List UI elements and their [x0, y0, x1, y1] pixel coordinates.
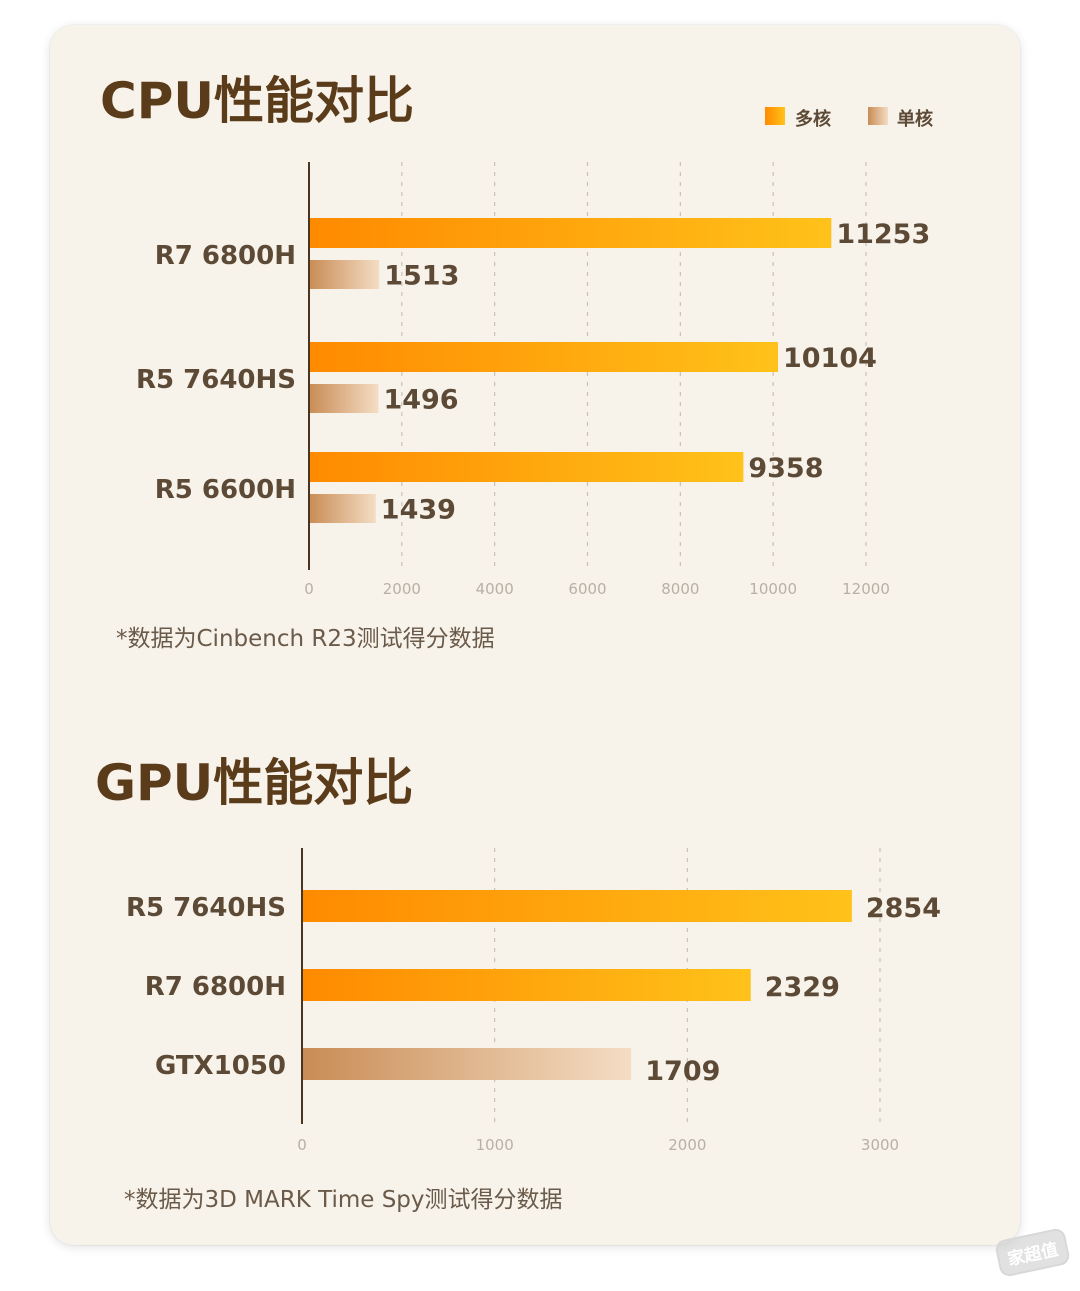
cpu-bar-r5-7640hs-multicore — [309, 342, 778, 372]
cpu-bar-r7-6800h-singlecore — [309, 260, 380, 289]
cpu-bar-r7-6800h-multicore — [309, 218, 832, 248]
cpu-bars: 11253 1513 R7 6800H 10104 1496 R5 7640HS 9358 1… — [136, 218, 930, 526]
gpu-bar-r5-7640hs — [302, 890, 852, 922]
gpu-tick-label-1000: 1000 — [476, 1136, 514, 1154]
legend-label-multicore: 多核 — [795, 108, 831, 130]
cpu-tick-label-12000: 12000 — [842, 580, 890, 598]
gpu-x-axis-ticks: 0 1000 2000 3000 — [297, 1136, 899, 1154]
cpu-tick-label-4000: 4000 — [476, 580, 514, 598]
legend-swatch-singlecore — [868, 107, 888, 125]
cpu-chart-title: CPU性能对比 — [100, 72, 414, 130]
cpu-tick-label-10000: 10000 — [749, 580, 797, 598]
gpu-value-label-r5-7640hs: 2854 — [866, 893, 941, 924]
gpu-tick-label-2000: 2000 — [668, 1136, 706, 1154]
cpu-legend: 多核 单核 — [765, 107, 933, 130]
legend-swatch-multicore — [765, 107, 785, 125]
cpu-x-axis-ticks: 0 2000 4000 6000 8000 10000 12000 — [304, 580, 890, 598]
gpu-tick-label-0: 0 — [297, 1136, 307, 1154]
cpu-tick-label-0: 0 — [304, 580, 314, 598]
cpu-category-label-r5-7640hs: R5 7640HS — [136, 365, 296, 395]
cpu-bar-r5-6600h-multicore — [309, 452, 744, 482]
cpu-bar-r5-6600h-singlecore — [309, 494, 376, 523]
gpu-bar-r7-6800h — [302, 969, 751, 1001]
gpu-tick-label-3000: 3000 — [861, 1136, 899, 1154]
legend-label-singlecore: 单核 — [897, 108, 933, 130]
cpu-value-label-r5-6600h-singlecore: 1439 — [381, 495, 456, 526]
cpu-value-label-r5-6600h-multicore: 9358 — [748, 453, 823, 484]
gpu-data-note: *数据为3D MARK Time Spy测试得分数据 — [124, 1187, 563, 1213]
gpu-category-label-r7-6800h: R7 6800H — [145, 972, 286, 1002]
cpu-tick-label-8000: 8000 — [661, 580, 699, 598]
gpu-category-label-r5-7640hs: R5 7640HS — [126, 893, 286, 923]
cpu-bar-r5-7640hs-singlecore — [309, 384, 379, 413]
gpu-value-label-gtx1050: 1709 — [645, 1056, 720, 1087]
cpu-category-label-r7-6800h: R7 6800H — [155, 241, 296, 271]
cpu-value-label-r5-7640hs-multicore: 10104 — [783, 343, 877, 374]
gpu-bars: 2854 R5 7640HS 2329 R7 6800H 1709 GTX1050 — [126, 890, 941, 1087]
cpu-tick-label-6000: 6000 — [568, 580, 606, 598]
gpu-chart-title: GPU性能对比 — [95, 754, 413, 812]
gpu-category-label-gtx1050: GTX1050 — [155, 1051, 286, 1081]
cpu-value-label-r7-6800h-singlecore: 1513 — [384, 261, 459, 292]
cpu-category-label-r5-6600h: R5 6600H — [155, 475, 296, 505]
cpu-tick-label-2000: 2000 — [383, 580, 421, 598]
cpu-value-label-r7-6800h-multicore: 11253 — [836, 219, 930, 250]
gpu-value-label-r7-6800h: 2329 — [765, 972, 840, 1003]
gpu-bar-gtx1050 — [302, 1048, 632, 1080]
cpu-data-note: *数据为Cinbench R23测试得分数据 — [116, 626, 495, 652]
cpu-value-label-r5-7640hs-singlecore: 1496 — [383, 385, 458, 416]
